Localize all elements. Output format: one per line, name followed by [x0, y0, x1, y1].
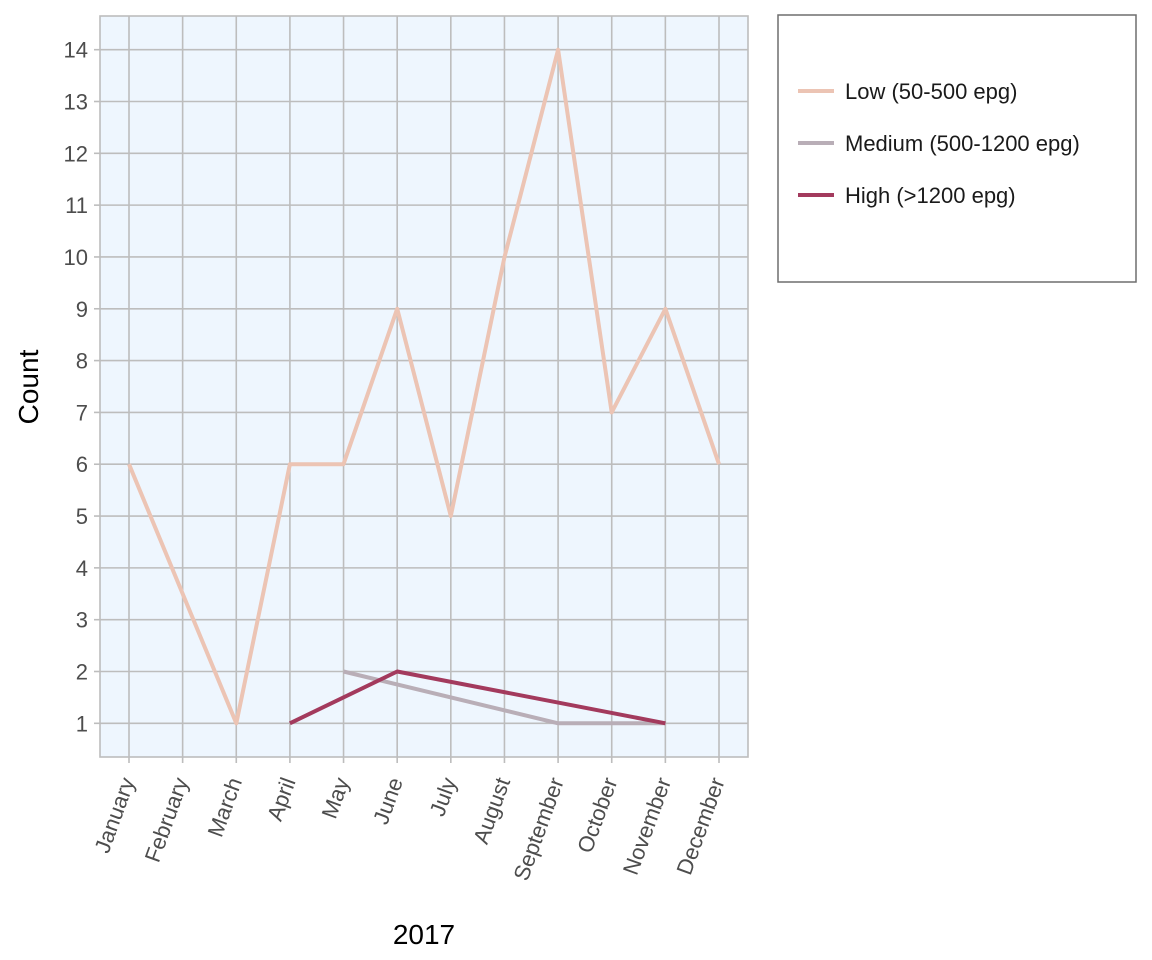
- x-tick-label: September: [508, 774, 568, 884]
- series-line: [343, 669, 666, 726]
- y-tick-label: 8: [76, 349, 88, 374]
- y-tick-label: 2: [76, 660, 88, 685]
- y-tick-label: 4: [76, 556, 88, 581]
- x-tick-label: April: [262, 774, 301, 824]
- y-tick-label: 12: [64, 141, 88, 166]
- legend-box: [777, 14, 1137, 283]
- x-axis-ticks: January February March April May June July Augu…: [89, 757, 730, 884]
- series-line: [127, 47, 721, 726]
- x-tick-label: March: [203, 774, 247, 840]
- x-tick-label: May: [317, 774, 355, 822]
- y-tick-label: 11: [65, 193, 88, 218]
- series-line: [289, 669, 666, 726]
- y-tick-label: 1: [76, 711, 88, 736]
- series-lines: [127, 47, 721, 726]
- x-tick-label: October: [572, 774, 622, 856]
- y-tick-label: 6: [76, 452, 88, 477]
- plot-panel: [100, 16, 748, 757]
- y-tick-label: 10: [64, 245, 88, 270]
- x-tick-label: December: [671, 774, 729, 878]
- x-tick-label: November: [618, 774, 676, 878]
- y-tick-label: 9: [76, 297, 88, 322]
- x-tick-label: July: [425, 774, 462, 819]
- y-tick-label: 7: [76, 400, 88, 425]
- y-tick-label: 3: [76, 608, 88, 633]
- legend-label: Low (50-500 epg): [845, 79, 1017, 104]
- legend-label: Medium (500-1200 epg): [845, 131, 1080, 156]
- panel-border: [99, 15, 749, 758]
- x-axis-title: 2017: [393, 919, 455, 950]
- x-tick-label: February: [140, 774, 194, 865]
- y-tick-label: 5: [76, 504, 88, 529]
- x-tick-label: August: [468, 774, 515, 847]
- y-tick-label: 14: [64, 38, 88, 63]
- legend-label: High (>1200 epg): [845, 183, 1016, 208]
- y-axis-title: Count: [13, 349, 44, 424]
- x-tick-label: June: [368, 774, 408, 827]
- legend: Low (50-500 epg) Medium (500-1200 epg) Hig…: [777, 14, 1137, 283]
- x-tick-label: January: [89, 774, 139, 856]
- y-tick-label: 13: [64, 90, 88, 115]
- grid: [99, 15, 749, 758]
- legend-items: Low (50-500 epg) Medium (500-1200 epg) Hig…: [798, 79, 1080, 208]
